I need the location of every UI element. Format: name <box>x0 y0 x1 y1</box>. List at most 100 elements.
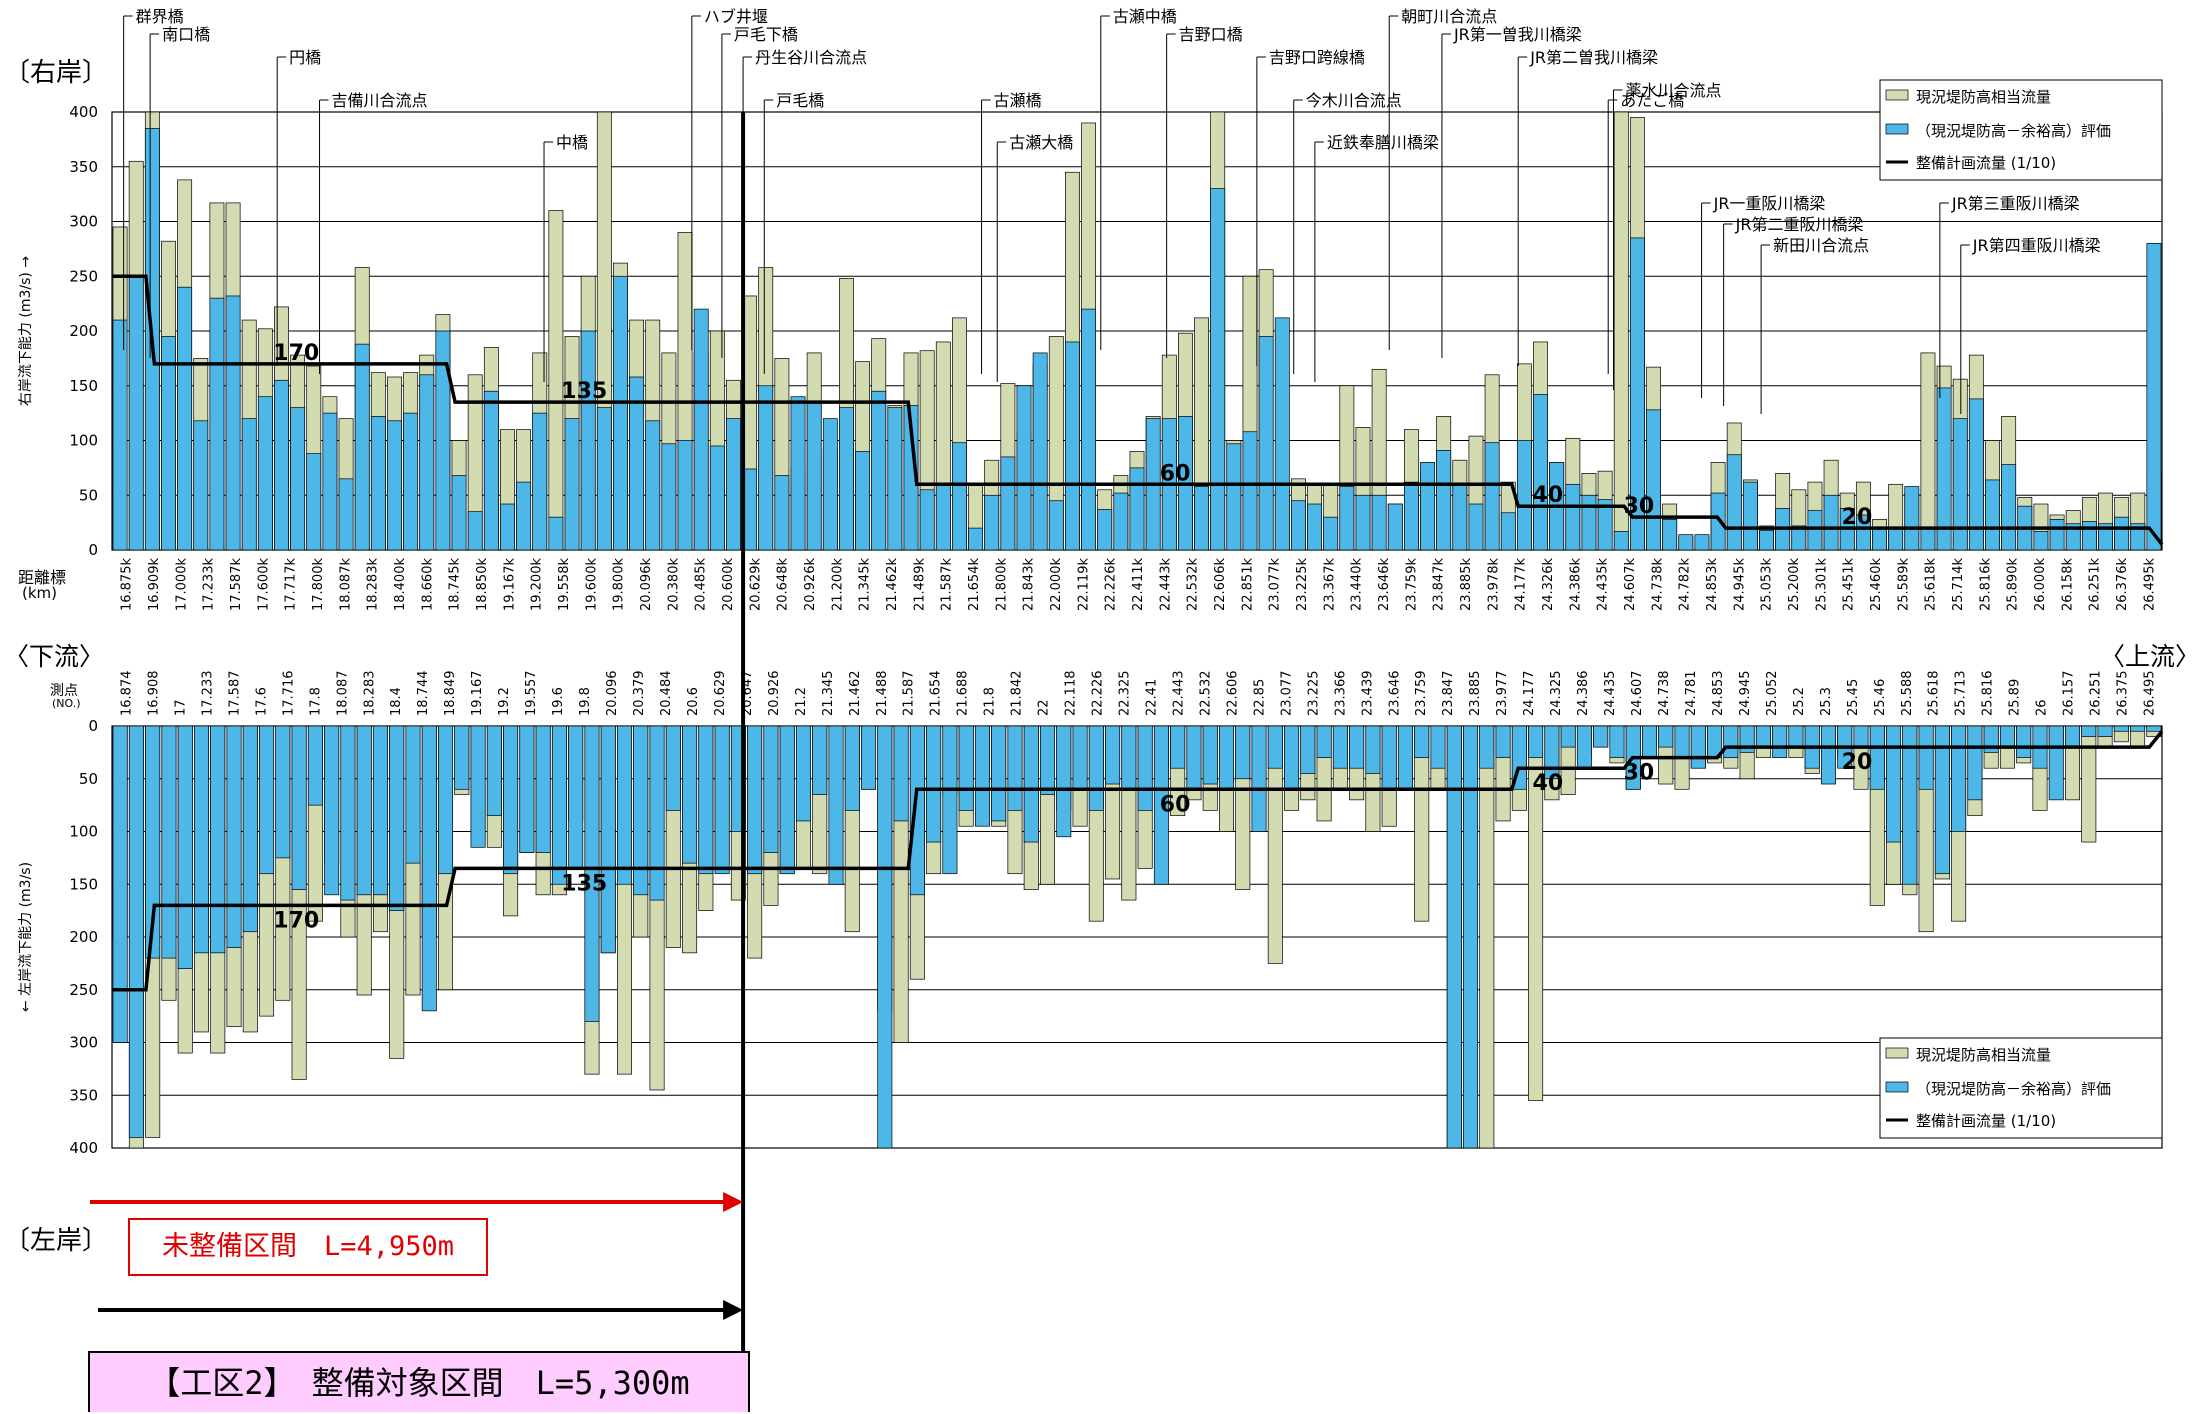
freeboard-eval-bar <box>209 297 225 551</box>
freeboard-eval-bar <box>112 319 128 551</box>
station-tick: 20.6 <box>686 687 701 716</box>
freeboard-eval-bar <box>1355 494 1371 551</box>
plan-flow-label-top: 170 <box>273 341 319 366</box>
distance-tick: 21.800k <box>994 558 1009 611</box>
freeboard-eval-bar <box>290 407 306 551</box>
freeboard-eval-bar <box>1629 237 1645 551</box>
station-tick: 23.847 <box>1441 671 1456 717</box>
station-tick: 22.41 <box>1144 679 1159 716</box>
freeboard-eval-bar <box>828 725 844 885</box>
landmark-label: 近鉄奉膳川橋梁 <box>1327 133 1439 152</box>
plan-flow-label-bottom: 135 <box>561 871 607 896</box>
distance-tick: 21.843k <box>1022 558 1037 611</box>
freeboard-eval-bar <box>1290 500 1306 551</box>
freeboard-eval-bar <box>1365 725 1381 774</box>
freeboard-eval-bar <box>855 451 871 551</box>
freeboard-eval-bar <box>1420 462 1435 551</box>
distance-tick: 25.890k <box>2006 558 2021 611</box>
freeboard-eval-bar <box>1710 492 1726 551</box>
y-tick-bottom: 400 <box>69 1139 98 1157</box>
freeboard-eval-bar <box>307 725 323 806</box>
station-tick: 25.052 <box>1765 671 1780 717</box>
y-axis-label-bottom: ← 左岸流下能力 (m3/s) <box>18 862 34 1012</box>
station-tick: 22.443 <box>1171 671 1186 717</box>
freeboard-eval-bar <box>1642 725 1657 758</box>
unimproved-arrow-head <box>723 1192 744 1212</box>
freeboard-eval-bar <box>421 725 437 1012</box>
freeboard-eval-bar <box>2130 523 2146 551</box>
legend-item-levee: 現況堤防高相当流量 <box>1916 1046 2051 1064</box>
freeboard-eval-bar <box>438 725 454 875</box>
freeboard-eval-bar <box>226 725 242 948</box>
freeboard-eval-bar <box>112 725 128 1043</box>
distance-tick: 24.607k <box>1623 558 1638 611</box>
freeboard-eval-bar <box>145 725 161 959</box>
freeboard-eval-bar <box>2146 725 2162 732</box>
freeboard-eval-bar <box>548 516 564 551</box>
legend-item-plan: 整備計画流量 (1/10) <box>1916 154 2056 172</box>
station-tick: 25.588 <box>1900 671 1915 717</box>
station-tick: 22.226 <box>1091 671 1106 717</box>
station-label: 測点 <box>50 683 78 699</box>
panel-frame-bottom <box>111 725 2163 1149</box>
station-tick: 23.439 <box>1360 671 1375 717</box>
station-tick: 25.618 <box>1927 671 1942 717</box>
landmark-label: 吉野口橋 <box>1179 25 1243 44</box>
freeboard-eval-bar <box>532 412 548 551</box>
y-tick-top: 200 <box>69 322 98 340</box>
freeboard-eval-bar <box>698 725 714 875</box>
freeboard-eval-bar <box>1397 725 1413 790</box>
freeboard-eval-bar <box>584 725 600 1022</box>
distance-tick: 24.738k <box>1650 558 1665 611</box>
freeboard-eval-bar <box>291 725 307 890</box>
freeboard-eval-bar <box>1533 394 1548 551</box>
freeboard-eval-bar <box>1218 725 1234 790</box>
legend-item-freeboard: （現況堤防高－余裕高）評価 <box>1916 122 2111 140</box>
freeboard-eval-bar <box>790 396 806 551</box>
distance-tick: 19.558k <box>557 558 572 611</box>
station-tick: 19.8 <box>578 687 593 716</box>
distance-tick: 21.345k <box>858 558 873 611</box>
freeboard-eval-bar <box>1097 509 1113 551</box>
freeboard-eval-bar <box>709 445 725 551</box>
freeboard-eval-bar <box>861 725 877 790</box>
distance-tick: 26.251k <box>2088 558 2103 611</box>
freeboard-eval-bar <box>1609 725 1625 758</box>
distance-tick: 18.850k <box>475 558 490 611</box>
freeboard-eval-bar <box>665 725 681 811</box>
landmark-label: JR一重阪川橋梁 <box>1713 194 1826 213</box>
unimproved-section-note: 未整備区間 L=4,950m <box>128 1218 488 1276</box>
freeboard-eval-bar <box>1742 481 1758 551</box>
legend-item-levee: 現況堤防高相当流量 <box>1916 88 2051 106</box>
station-tick: 23.646 <box>1387 671 1402 717</box>
station-tick: 23.225 <box>1306 671 1321 717</box>
station-tick: 18.087 <box>335 671 350 717</box>
distance-tick: 24.782k <box>1678 558 1693 611</box>
freeboard-eval-bar <box>806 401 822 551</box>
freeboard-eval-bar <box>1081 308 1096 551</box>
distance-tick: 17.233k <box>202 558 217 611</box>
freeboard-eval-bar <box>161 336 176 551</box>
distance-tick: 23.847k <box>1432 558 1447 611</box>
landmark-label: 薬水川合流点 <box>1625 81 1721 100</box>
station-tick: 23.077 <box>1279 671 1294 717</box>
legend-swatch-levee <box>1885 89 1909 101</box>
landmark-label: 円橋 <box>289 48 321 67</box>
freeboard-eval-bar <box>451 475 467 551</box>
station-tick: 24.781 <box>1684 671 1699 717</box>
freeboard-eval-bar <box>1581 494 1597 551</box>
freeboard-eval-bar <box>693 308 709 551</box>
freeboard-eval-bar <box>372 725 388 896</box>
freeboard-eval-bar <box>1872 527 1887 551</box>
distance-tick: 19.600k <box>584 558 599 611</box>
freeboard-eval-bar <box>210 725 226 954</box>
station-tick: 22.118 <box>1064 671 1079 717</box>
freeboard-eval-bar <box>2048 725 2064 801</box>
freeboard-eval-bar <box>274 379 289 551</box>
freeboard-eval-bar <box>1072 725 1088 790</box>
freeboard-eval-bar <box>1484 442 1500 551</box>
station-tick: 22.532 <box>1198 671 1213 717</box>
distance-tick: 24.853k <box>1705 558 1720 611</box>
freeboard-eval-bar <box>564 418 580 551</box>
freeboard-eval-bar <box>419 374 435 551</box>
